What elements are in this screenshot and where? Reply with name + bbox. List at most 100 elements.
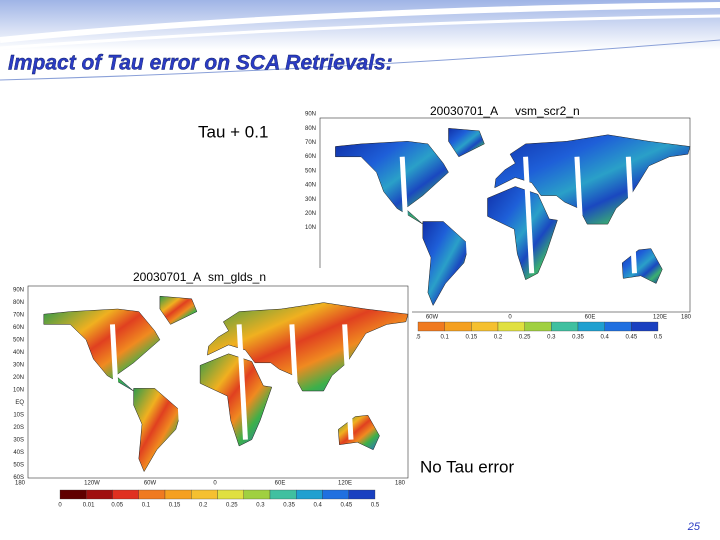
lon-label: 0 (213, 481, 217, 487)
continent (159, 295, 198, 325)
lat-label: 90N (13, 288, 24, 294)
continent (133, 388, 182, 473)
colorbar-label: 0.45 (625, 335, 637, 341)
colorbar-label: 0.5 (654, 335, 663, 341)
lat-label: 70N (13, 313, 24, 319)
colorbar-swatch (59, 489, 87, 500)
lat-label: 60S (13, 475, 24, 481)
colorbar-swatch (243, 489, 271, 500)
colorbar-label: 0.45 (341, 503, 353, 509)
colorbar-label: .5 (415, 335, 421, 341)
swath-gap (625, 156, 637, 274)
lat-label: 10N (13, 388, 24, 394)
lat-label: 30N (13, 363, 24, 369)
map-title: vsm_scr2_n (515, 104, 580, 118)
lat-label: 50N (13, 338, 24, 344)
colorbar-swatch (471, 321, 499, 332)
colorbar-label: 0.25 (519, 335, 531, 341)
lat-label: EQ (15, 400, 24, 406)
colorbar-swatch (269, 489, 297, 500)
swath-gap (173, 324, 185, 440)
colorbar-label: 0.25 (226, 503, 238, 509)
map-title: sm_glds_n (208, 270, 266, 284)
lat-label: 20N (305, 211, 316, 217)
colorbar-label: 0.01 (83, 503, 95, 509)
lat-label: 30N (305, 197, 316, 203)
colorbar-label: 0.5 (371, 503, 380, 509)
map-bottom: 90N 80N 70N 60N 50N 40N 30N 20N 10N EQ 10S 20S 30S 40… (0, 268, 412, 513)
lon-label: 60W (144, 481, 157, 487)
colorbar-swatch (112, 489, 139, 500)
colorbar-swatch (86, 489, 113, 500)
title-rule (0, 39, 720, 81)
colorbar-swatch (444, 321, 472, 332)
colorbar-label: 0.2 (494, 335, 503, 341)
colorbar-swatch (631, 321, 659, 332)
lat-label: 90N (305, 112, 316, 118)
lon-label: 60E (275, 481, 286, 487)
colorbar-label: 0.35 (283, 503, 295, 509)
lat-label: 50S (13, 463, 24, 469)
continent (199, 353, 273, 447)
slide-title: Impact of Tau error on SCA Retrievals: (8, 52, 393, 75)
panel-label: Tau + 0.1 (198, 122, 268, 141)
lat-label: 70N (305, 140, 316, 146)
swath-gap (342, 324, 354, 440)
colorbar-swatch (164, 489, 192, 500)
lon-label: 120W (84, 481, 100, 487)
lat-label: 10S (13, 413, 24, 419)
continent (494, 134, 691, 225)
lat-label: 20S (13, 425, 24, 431)
lon-label: 60E (585, 315, 596, 321)
swath-gap (289, 324, 301, 440)
lat-label: 60N (305, 154, 316, 160)
colorbar-label: 0.15 (169, 503, 181, 509)
colorbar-label: 0 (58, 503, 62, 509)
lon-label: 180 (681, 315, 692, 321)
lon-label: 0 (508, 315, 512, 321)
colorbar-label: 0.4 (600, 335, 609, 341)
colorbar-label: 0.1 (142, 503, 151, 509)
lon-label: 180 (15, 481, 26, 487)
colorbar-label: 0.3 (547, 335, 556, 341)
colorbar-swatch (604, 321, 632, 332)
colorbar-swatch (551, 321, 579, 332)
colorbar-swatch (524, 321, 552, 332)
continent (448, 128, 485, 158)
colorbar-label: 0.4 (314, 503, 323, 509)
colorbar-swatch (497, 321, 525, 332)
colorbar-swatch (417, 321, 445, 332)
lat-label: 40S (13, 450, 24, 456)
swath-gap (574, 156, 586, 274)
colorbar-swatch (296, 489, 323, 500)
lat-label: 60N (13, 325, 24, 331)
lat-label: 40N (305, 183, 316, 189)
continent (207, 302, 409, 392)
lat-label: 10N (305, 225, 316, 231)
swath-gap (523, 156, 535, 274)
map-top: 90N 80N 70N 60N 50N 40N 30N 20N 10N 60W 0 60E 120E 18… (305, 104, 692, 340)
lon-label: 180 (395, 481, 406, 487)
header-swoosh (0, 14, 720, 50)
colorbar-label: 0.3 (256, 503, 265, 509)
colorbar-swatch (577, 321, 605, 332)
lat-label: 20N (13, 375, 24, 381)
continent (487, 186, 558, 281)
lat-label: 30S (13, 438, 24, 444)
map-title: 20030701_A (430, 104, 498, 118)
page-number: 25 (687, 521, 701, 533)
colorbar-label: 0.2 (199, 503, 208, 509)
colorbar-swatch (191, 489, 218, 500)
colorbar-label: 0.1 (440, 335, 449, 341)
colorbar-swatch (138, 489, 166, 500)
panel-label: No Tau error (420, 457, 515, 476)
map-title: 20030701_A (133, 270, 201, 284)
colorbar-label: 0.15 (465, 335, 477, 341)
swath-gap (461, 156, 473, 274)
colorbar-swatch (217, 489, 244, 500)
colorbar-label: 0.05 (111, 503, 123, 509)
lon-label: 60W (426, 315, 439, 321)
colorbar-swatch (322, 489, 349, 500)
header-swoosh (0, 2, 720, 43)
